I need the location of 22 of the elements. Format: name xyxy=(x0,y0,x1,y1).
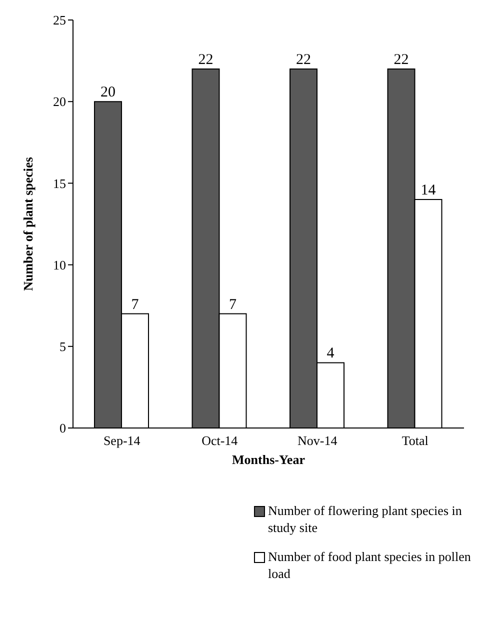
data-label: 22 xyxy=(394,52,409,68)
x-tick-label: Nov-14 xyxy=(298,433,338,448)
x-tick-label: Total xyxy=(402,433,429,448)
y-tick-label: 10 xyxy=(53,257,66,272)
data-label: 22 xyxy=(296,52,312,68)
data-label: 14 xyxy=(420,182,436,199)
legend-label: Number of flowering plant species in study site xyxy=(268,502,463,536)
data-label: 20 xyxy=(100,84,116,101)
data-label: 7 xyxy=(131,296,140,313)
y-tick-label: 5 xyxy=(60,339,66,354)
x-axis-title: Months-Year xyxy=(232,452,306,467)
data-label: 4 xyxy=(326,346,335,362)
x-tick-label: Oct-14 xyxy=(202,433,238,448)
y-tick-label: 20 xyxy=(53,94,66,110)
data-label: 22 xyxy=(198,52,214,68)
y-tick-label: 15 xyxy=(53,176,66,191)
y-tick-label: 25 xyxy=(53,12,66,28)
x-tick-label: Sep-14 xyxy=(103,433,141,448)
legend-label: Number of food plant species in pollen load xyxy=(268,548,472,582)
data-label: 7 xyxy=(229,296,238,313)
y-axis-title: Number of plant species xyxy=(20,157,36,291)
y-tick-label: 0 xyxy=(60,420,66,436)
